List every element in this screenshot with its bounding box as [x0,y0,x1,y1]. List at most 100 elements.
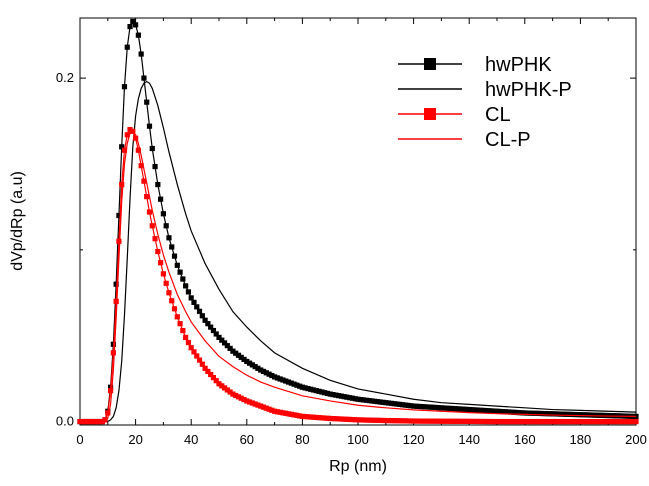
data-point-hwphk [586,412,592,418]
data-point-cl [552,418,558,425]
data-point-cl [416,418,422,424]
data-point-cl [588,418,595,425]
data-point-cl [210,375,217,381]
data-point-hwphk [461,406,467,412]
data-point-cl [322,415,328,421]
series-cl [77,127,639,425]
data-point-hwphk [188,295,194,301]
legend-item-hwphk: hwPHK [398,54,552,76]
data-point-cl [622,418,628,425]
data-point-cl [107,388,114,394]
data-point-hwphk [352,396,358,402]
data-point-hwphk [402,402,408,408]
data-point-hwphk [327,391,333,397]
data-point-hwphk [316,388,322,394]
data-point-hwphk [260,368,267,375]
data-point-hwphk [133,22,139,28]
data-point-hwphk [572,411,578,418]
data-point-hwphk [319,389,325,395]
data-point-cl [455,418,461,424]
x-tick-label: 180 [570,432,592,447]
data-point-hwphk [541,410,547,417]
data-point-cl [94,418,100,425]
x-tick-label: 200 [625,432,647,447]
data-point-hwphk [380,399,386,405]
data-point-hwphk [491,408,497,414]
data-point-cl [155,248,161,255]
data-point-cl [269,407,275,413]
data-point-cl [216,381,222,387]
data-point-cl [600,418,606,425]
data-point-hwphk [266,371,272,377]
data-point-cl [630,418,636,425]
data-point-cl [533,418,539,425]
data-point-hwphk [333,392,339,398]
data-point-hwphk [283,378,289,384]
data-point-hwphk [171,253,178,259]
data-point-cl [352,417,358,423]
data-point-hwphk [255,365,261,371]
data-point-hwphk [499,409,506,415]
data-point-cl [113,298,119,304]
data-point-cl [383,417,389,424]
data-point-hwphk [433,404,439,411]
data-point-hwphk [580,412,586,418]
data-point-cl [163,280,169,286]
data-point-hwphk [185,289,192,295]
data-point-hwphk [116,212,122,219]
data-point-cl [591,418,597,425]
data-point-cl [196,357,203,363]
data-point-cl [349,416,356,423]
data-point-cl [405,418,411,424]
data-point-hwphk [263,370,269,376]
x-tick-label: 120 [403,432,425,447]
data-point-cl [302,414,308,420]
data-point-cl [194,353,200,359]
data-point-cl [413,418,419,424]
data-point-cl [399,418,406,424]
x-tick-label: 160 [514,432,536,447]
data-point-hwphk [416,403,422,410]
data-point-hwphk [297,383,303,389]
data-point-hwphk [174,262,180,268]
data-point-cl [541,418,547,425]
data-point-cl [424,418,431,424]
data-point-hwphk [213,331,219,337]
data-point-cl [238,395,244,401]
data-point-hwphk [505,409,511,415]
data-point-cl [627,418,634,425]
data-point-cl [333,416,339,422]
data-point-hwphk [227,345,233,352]
data-point-hwphk [411,403,417,409]
data-point-cl [508,418,514,425]
data-point-cl [205,368,211,375]
data-point-cl [577,418,583,425]
data-point-cl [138,163,144,169]
data-point-cl [149,223,155,229]
data-point-cl [360,417,367,423]
data-point-hwphk [530,410,536,416]
data-point-cl [319,415,325,421]
data-point-cl [488,418,495,425]
data-point-hwphk [196,308,203,314]
data-point-cl [358,417,364,423]
data-point-hwphk [249,362,255,368]
data-point-cl [191,349,197,355]
data-point-hwphk [405,402,411,409]
data-point-hwphk [594,412,600,418]
data-point-cl [308,414,314,420]
data-point-hwphk [480,407,486,413]
data-point-hwphk [597,412,603,418]
data-point-cl [133,135,139,141]
series-cl-p [80,130,637,423]
data-point-cl [144,194,150,200]
data-point-hwphk [447,405,453,411]
legend-swatch-marker [424,58,436,70]
x-tick-label: 60 [240,432,254,447]
data-point-cl [299,413,305,420]
data-point-cl [474,418,481,425]
data-point-hwphk [463,406,470,412]
data-point-cl [116,238,122,244]
data-point-cl [394,418,400,424]
legend-item-hwphk-p: hwPHK-P [398,79,572,101]
